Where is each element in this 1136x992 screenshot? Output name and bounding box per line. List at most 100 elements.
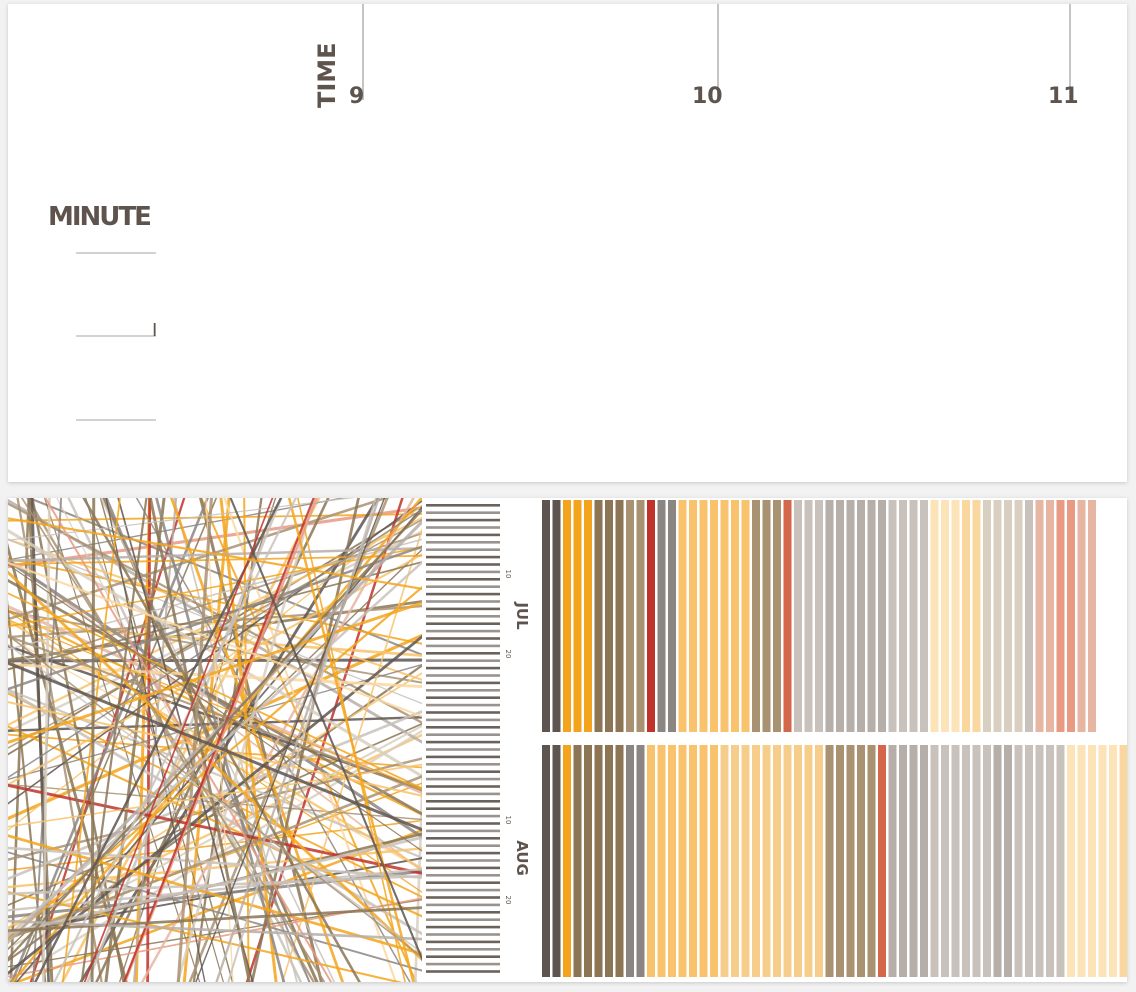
day-stripe-jul xyxy=(972,500,981,732)
ruler-tick xyxy=(426,918,500,921)
day-stripe-jul xyxy=(909,500,918,732)
day-stripe-jul xyxy=(573,500,582,732)
ruler-label-aug-20: 20 xyxy=(504,896,512,905)
day-stripe-aug xyxy=(1109,745,1117,977)
ruler-tick xyxy=(426,548,500,551)
ruler-label-aug-10: 10 xyxy=(504,816,512,825)
day-stripe-jul xyxy=(657,500,666,732)
trajectory-line xyxy=(8,500,422,805)
day-stripe-aug xyxy=(1035,745,1044,977)
ruler-tick xyxy=(426,533,500,537)
activity-chart: 10 20 10 20 JUL AUG xyxy=(8,498,1127,982)
ruler-tick xyxy=(426,659,500,662)
ruler-tick xyxy=(426,940,500,944)
day-stripe-aug xyxy=(1067,745,1075,977)
time-tick-label-11: 11 xyxy=(1048,84,1079,109)
trajectory-line xyxy=(86,498,283,982)
ruler-tick xyxy=(426,777,500,781)
ruler-tick xyxy=(426,615,500,618)
day-stripe-jul xyxy=(720,500,729,732)
time-tick-label-9: 9 xyxy=(349,84,364,109)
trajectory-line xyxy=(90,498,96,982)
trajectory-line xyxy=(8,546,422,628)
trajectory-line xyxy=(8,498,347,561)
day-stripe-jul xyxy=(1077,500,1086,732)
day-stripe-aug xyxy=(1119,745,1127,977)
trajectory-line xyxy=(8,618,422,791)
day-stripe-aug xyxy=(636,745,645,977)
day-stripe-aug xyxy=(909,745,918,977)
ruler-tick xyxy=(426,792,500,796)
day-stripe-aug xyxy=(825,745,834,977)
day-stripe-aug xyxy=(941,745,949,977)
ruler-tick xyxy=(426,955,500,958)
ruler-tick xyxy=(426,874,500,877)
day-ruler xyxy=(426,504,500,973)
trajectory-line xyxy=(8,763,422,828)
day-stripe-jul xyxy=(815,500,823,732)
trajectory-line xyxy=(169,498,345,982)
day-stripe-jul xyxy=(794,500,802,732)
day-stripe-jul xyxy=(626,500,634,732)
day-stripe-jul xyxy=(741,500,750,732)
ruler-tick xyxy=(426,733,500,736)
trajectory-line xyxy=(8,851,422,972)
day-stripe-aug xyxy=(972,745,981,977)
day-stripe-jul xyxy=(899,500,907,732)
day-stripe-aug xyxy=(930,745,939,977)
day-stripe-jul xyxy=(542,500,550,732)
day-stripe-jul xyxy=(678,500,687,732)
day-stripe-aug xyxy=(573,745,582,977)
trajectory-line xyxy=(30,498,50,982)
trajectory-line xyxy=(8,658,422,663)
trajectory-line xyxy=(8,599,47,982)
day-stripe-aug xyxy=(1088,745,1096,977)
day-stripe-aug xyxy=(668,745,676,977)
trajectory-line xyxy=(8,610,422,684)
day-stripe-aug xyxy=(731,745,739,977)
ruler-tick xyxy=(426,933,500,936)
day-stripe-jul xyxy=(1046,500,1054,732)
ruler-tick xyxy=(426,911,500,914)
day-stripe-jul xyxy=(930,500,939,732)
day-stripe-jul xyxy=(1014,500,1023,732)
day-stripe-jul xyxy=(962,500,970,732)
ruler-tick xyxy=(426,881,500,884)
ruler-tick xyxy=(426,637,500,640)
trajectory-line xyxy=(8,517,422,590)
day-stripe-jul xyxy=(878,500,886,732)
day-stripe-jul xyxy=(1056,500,1065,732)
ruler-tick xyxy=(426,785,500,788)
trajectory-line xyxy=(8,633,422,959)
day-stripe-aug xyxy=(962,745,970,977)
day-stripe-jul xyxy=(552,500,561,732)
ruler-tick xyxy=(426,896,500,899)
trajectory-line xyxy=(8,592,422,790)
ruler-tick xyxy=(426,674,500,677)
ruler-tick xyxy=(426,925,500,929)
day-stripe-jul xyxy=(920,500,928,732)
day-stripe-jul xyxy=(563,500,571,732)
day-stripe-jul xyxy=(1025,500,1033,732)
ruler-tick xyxy=(426,689,500,692)
day-stripe-jul xyxy=(941,500,949,732)
ruler-tick xyxy=(426,622,500,625)
day-stripe-jul xyxy=(993,500,1002,732)
trajectory-line xyxy=(8,663,422,689)
trajectory-line xyxy=(287,498,415,982)
ruler-tick xyxy=(426,763,500,766)
trajectory-line xyxy=(80,498,148,982)
day-stripe-jul xyxy=(836,500,844,732)
day-stripe-aug xyxy=(783,745,792,977)
day-stripe-jul xyxy=(710,500,718,732)
day-stripe-jul xyxy=(1035,500,1044,732)
ruler-tick xyxy=(426,726,500,729)
trajectory-line xyxy=(8,661,422,832)
ruler-tick xyxy=(426,652,500,655)
time-tick-label-10: 10 xyxy=(692,84,723,109)
ruler-tick xyxy=(426,822,500,825)
day-stripe-jul xyxy=(825,500,834,732)
ruler-tick xyxy=(426,970,500,973)
day-stripe-aug xyxy=(983,745,991,977)
day-stripe-jul xyxy=(857,500,865,732)
